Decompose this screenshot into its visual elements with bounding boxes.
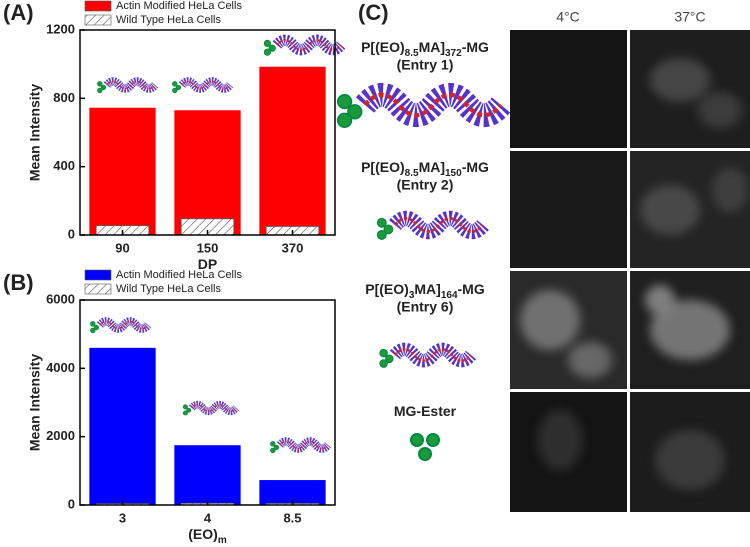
name-part: MA] — [414, 281, 440, 297]
subscript: 164 — [441, 290, 458, 301]
name-part: MG-Ester — [394, 403, 457, 419]
bar — [174, 110, 241, 235]
legend-swatch — [84, 14, 112, 26]
x-tick-label: 90 — [115, 240, 129, 255]
x-tick-label: 4 — [204, 510, 212, 525]
y-tick-label: 6000 — [46, 291, 75, 306]
panel-label: (C) — [358, 0, 389, 25]
entry-label: (Entry 2) — [397, 177, 454, 193]
panel-label: (A) — [3, 0, 34, 25]
x-tick-label: 370 — [282, 240, 304, 255]
name-part: -MG — [458, 281, 485, 297]
bar — [174, 445, 241, 505]
compound-name: P[(EO)3MA]164-MG — [365, 281, 485, 301]
bar — [259, 66, 326, 236]
x-tick-label: 150 — [197, 240, 219, 255]
x-axis-label-main: (EO) — [188, 526, 218, 542]
subscript: 150 — [445, 168, 462, 179]
subscript: 8.5 — [405, 168, 419, 179]
name-part: -MG — [462, 159, 489, 175]
legend-swatch — [84, 283, 112, 295]
panel-label: (B) — [3, 270, 34, 295]
name-part: MA] — [419, 159, 445, 175]
subscript: 372 — [445, 48, 462, 59]
name-part: P[(EO) — [365, 281, 409, 297]
name-part: P[(EO) — [361, 159, 405, 175]
micrographs — [510, 28, 750, 518]
x-tick-label: 8.5 — [283, 510, 301, 525]
column-header: 37°C — [674, 9, 705, 25]
polymer-cartoons — [90, 40, 501, 461]
y-axis-label: Mean Intensity — [27, 84, 43, 181]
bar — [89, 107, 156, 235]
legend-swatch — [84, 269, 112, 281]
name-part: -MG — [462, 39, 489, 55]
name-part: P[(EO) — [361, 39, 405, 55]
legend-label: Actin Modified HeLa Cells — [116, 269, 242, 281]
y-tick-label: 800 — [53, 90, 75, 105]
subscript: 3 — [409, 290, 415, 301]
column-header: 4°C — [556, 9, 580, 25]
y-tick-label: 400 — [53, 158, 75, 173]
entry-label: (Entry 6) — [397, 299, 454, 315]
x-axis-label: DP — [198, 256, 217, 272]
y-tick-label: 0 — [68, 496, 75, 511]
y-axis-label: Mean Intensity — [27, 354, 43, 451]
y-tick-label: 2000 — [46, 428, 75, 443]
x-axis-label-sub: m — [218, 535, 227, 546]
bar — [89, 347, 156, 505]
y-tick-label: 4000 — [46, 360, 75, 375]
x-tick-label: 3 — [119, 510, 126, 525]
compound-name: P[(EO)8.5MA]372-MG — [361, 39, 489, 59]
y-tick-label: 1200 — [46, 21, 75, 36]
name-part: MA] — [419, 39, 445, 55]
entry-label: (Entry 1) — [397, 57, 454, 73]
legend-swatch — [84, 0, 112, 12]
legend-label: Actin Modified HeLa Cells — [116, 0, 242, 12]
x-axis-label: (EO)m — [188, 526, 227, 546]
compound-name: P[(EO)8.5MA]150-MG — [361, 159, 489, 179]
x-axis-label-main: DP — [198, 256, 217, 272]
legend-label: Wild Type HeLa Cells — [116, 14, 221, 26]
y-tick-label: 0 — [68, 226, 75, 241]
compound-name: MG-Ester — [394, 403, 457, 419]
legend-label: Wild Type HeLa Cells — [116, 283, 221, 295]
subscript: 8.5 — [405, 48, 419, 59]
